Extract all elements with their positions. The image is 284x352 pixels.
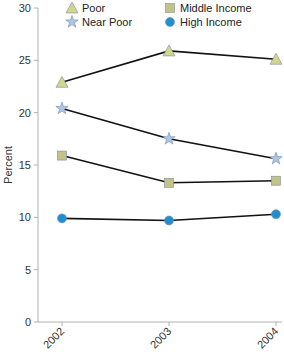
y-tick — [34, 112, 38, 113]
point — [56, 76, 68, 87]
y-tick — [34, 165, 38, 166]
legend: Poor Near Poor Middle Income High Income — [66, 2, 252, 28]
x-tick — [62, 322, 63, 326]
point — [272, 210, 281, 219]
y-tick-label: 30 — [19, 2, 31, 14]
y-tick — [34, 60, 38, 61]
y-tick-label: 10 — [19, 211, 31, 223]
y-tick — [34, 322, 38, 323]
point — [56, 102, 68, 114]
legend-label: Near Poor — [82, 16, 132, 28]
point — [58, 214, 67, 223]
plot-area — [56, 45, 282, 225]
point — [270, 53, 282, 64]
point — [163, 132, 175, 144]
x-tick-label: 2003 — [148, 325, 174, 351]
y-tick — [34, 269, 38, 270]
y-axis-label: Percent — [2, 146, 14, 184]
y-tick-label: 20 — [19, 107, 31, 119]
y-tick-label: 0 — [25, 316, 31, 328]
x-tick — [276, 322, 277, 326]
legend-label: Middle Income — [180, 2, 252, 14]
x-tick-label: 2004 — [255, 325, 281, 351]
legend-marker — [66, 16, 78, 28]
y-tick — [34, 8, 38, 9]
legend-marker — [166, 4, 175, 13]
legend-label: High Income — [180, 16, 242, 28]
y-tick-label: 15 — [19, 159, 31, 171]
x-axis — [38, 322, 282, 323]
chart: 0 5 10 15 20 25 30 2002 2003 2004 Percent Poor Near … — [0, 0, 284, 352]
point — [165, 216, 174, 225]
y-tick — [34, 217, 38, 218]
legend-label: Poor — [82, 2, 106, 14]
point — [272, 176, 281, 185]
y-tick-label: 25 — [19, 54, 31, 66]
x-tick-label: 2002 — [41, 325, 67, 351]
point — [58, 151, 67, 160]
y-tick-label: 5 — [25, 264, 31, 276]
x-tick — [169, 322, 170, 326]
point — [165, 178, 174, 187]
legend-marker — [66, 2, 78, 13]
series-line — [62, 108, 276, 158]
legend-marker — [166, 18, 175, 27]
point — [270, 152, 282, 164]
point — [163, 45, 175, 56]
